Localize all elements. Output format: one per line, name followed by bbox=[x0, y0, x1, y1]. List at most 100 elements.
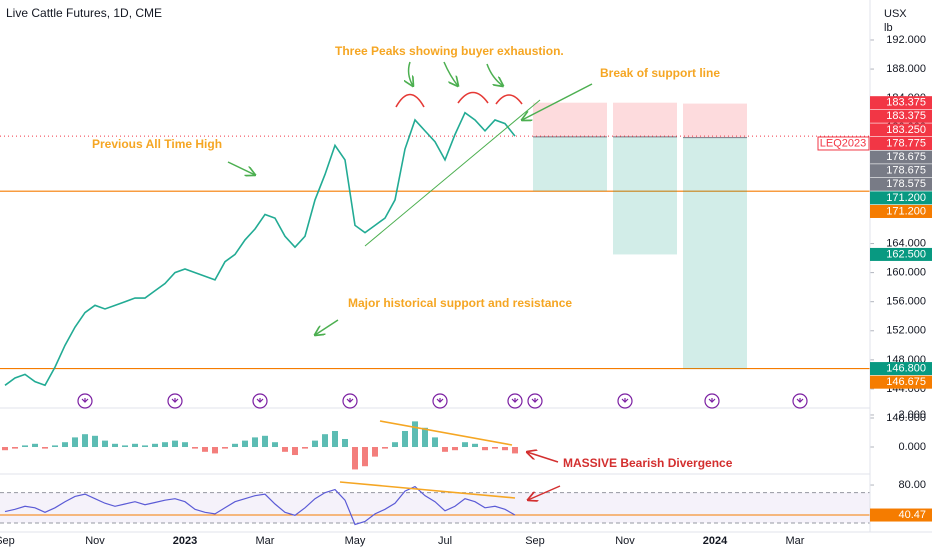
x-tick-label: Mar bbox=[786, 535, 805, 547]
price-label: 178.675 bbox=[886, 151, 926, 163]
macd-bar bbox=[22, 445, 28, 448]
price-label: 178.775 bbox=[886, 137, 926, 149]
macd-bar bbox=[42, 447, 48, 449]
price-label: 146.675 bbox=[886, 376, 926, 388]
peak-arc bbox=[457, 91, 489, 104]
divergence-line bbox=[339, 481, 516, 499]
price-line bbox=[4, 111, 516, 387]
macd-bar bbox=[2, 447, 8, 451]
unit-label: lb bbox=[884, 22, 893, 34]
macd-bar bbox=[272, 442, 278, 448]
macd-bar bbox=[392, 442, 398, 448]
price-label-box bbox=[870, 109, 932, 123]
price-label-box bbox=[870, 136, 932, 150]
annotation: Three Peaks showing buyer exhaustion. bbox=[335, 44, 564, 58]
macd-bar bbox=[262, 435, 268, 448]
price-label: 171.200 bbox=[886, 192, 926, 204]
macd-bar bbox=[362, 447, 368, 467]
event-icons bbox=[77, 393, 808, 409]
macd-bar bbox=[72, 437, 78, 448]
price-label: 183.375 bbox=[886, 97, 926, 109]
arrow bbox=[443, 61, 458, 86]
stop-zone bbox=[683, 103, 747, 138]
x-tick-label: Sep bbox=[525, 535, 545, 547]
y-tick-label: 164.000 bbox=[886, 237, 926, 249]
event-icon-glyph bbox=[531, 398, 539, 403]
x-tick-label: 2024 bbox=[703, 535, 728, 547]
macd-bar bbox=[492, 447, 498, 449]
y-tick-label: 160.000 bbox=[886, 267, 926, 279]
y-tick-label: 0.000 bbox=[898, 441, 926, 453]
event-icon-glyph bbox=[708, 398, 716, 403]
x-tick-label: Nov bbox=[615, 535, 635, 547]
macd-bar bbox=[212, 447, 218, 454]
macd-bar bbox=[232, 443, 238, 448]
x-tick-label: Mar bbox=[256, 535, 275, 547]
macd-bar bbox=[282, 447, 288, 452]
macd-bar bbox=[342, 438, 348, 448]
macd-bar bbox=[322, 434, 328, 448]
macd-bar bbox=[422, 427, 428, 448]
price-label: 178.675 bbox=[886, 165, 926, 177]
macd-bar bbox=[242, 440, 248, 448]
price-label-box bbox=[870, 204, 932, 218]
macd-bar bbox=[252, 437, 258, 448]
peak-arc bbox=[395, 93, 425, 108]
event-icon-glyph bbox=[511, 398, 519, 403]
event-icon-glyph bbox=[436, 398, 444, 403]
macd-bar bbox=[142, 445, 148, 448]
background-layer bbox=[0, 102, 870, 524]
macd-bar bbox=[112, 443, 118, 448]
macd-bar bbox=[152, 443, 158, 448]
divergence-line bbox=[379, 420, 513, 446]
macd-bar bbox=[52, 445, 58, 448]
y-tick-label: 2.000 bbox=[898, 409, 926, 421]
macd-bar bbox=[462, 442, 468, 448]
x-tick-label: 2023 bbox=[173, 535, 197, 547]
macd-bar bbox=[372, 447, 378, 457]
event-icon-glyph bbox=[81, 398, 89, 403]
price-label: 162.500 bbox=[886, 248, 926, 260]
rsi-line bbox=[4, 485, 516, 526]
y-tick-label: 188.000 bbox=[886, 63, 926, 75]
macd-bar bbox=[382, 447, 388, 449]
macd-bar bbox=[332, 430, 338, 448]
macd-bar bbox=[312, 440, 318, 448]
macd-bar bbox=[192, 447, 198, 449]
macd-bar bbox=[182, 442, 188, 448]
price-label-box bbox=[870, 177, 932, 191]
arrow bbox=[522, 83, 593, 120]
arrow bbox=[409, 61, 413, 86]
price-label: 183.375 bbox=[886, 110, 926, 122]
x-tick-label: Sep bbox=[0, 535, 15, 547]
y-tick-label: 156.000 bbox=[886, 296, 926, 308]
macd-bar bbox=[402, 430, 408, 448]
y-tick-label: 140.000 bbox=[886, 412, 926, 424]
macd-bar bbox=[292, 447, 298, 456]
price-label-box bbox=[870, 247, 932, 261]
event-icon-glyph bbox=[346, 398, 354, 403]
annotation: Major historical support and resistance bbox=[348, 296, 572, 310]
macd-bar bbox=[302, 447, 308, 449]
arrow bbox=[227, 161, 255, 175]
symbol-label: LEQ2023 bbox=[820, 137, 866, 149]
plot-layer: 140.000144.000148.000152.000156.000160.0… bbox=[0, 34, 926, 547]
target-zone bbox=[613, 136, 677, 255]
chart-title: Live Cattle Futures, 1D, CME bbox=[6, 6, 162, 20]
x-tick-label: Nov bbox=[85, 535, 105, 547]
macd-bar bbox=[132, 443, 138, 448]
event-icon-glyph bbox=[171, 398, 179, 403]
y-tick-label: 152.000 bbox=[886, 325, 926, 337]
arrow bbox=[527, 452, 559, 463]
macd-bar bbox=[482, 447, 488, 451]
price-label-box bbox=[870, 150, 932, 164]
unit-label: USX bbox=[884, 8, 907, 20]
y-tick-label: 192.000 bbox=[886, 34, 926, 46]
macd-bar bbox=[32, 443, 38, 448]
target-zone bbox=[683, 137, 747, 369]
annotation: MASSIVE Bearish Divergence bbox=[563, 456, 733, 470]
price-label-box bbox=[870, 362, 932, 376]
arrow bbox=[528, 485, 561, 500]
macd-bar bbox=[472, 443, 478, 448]
